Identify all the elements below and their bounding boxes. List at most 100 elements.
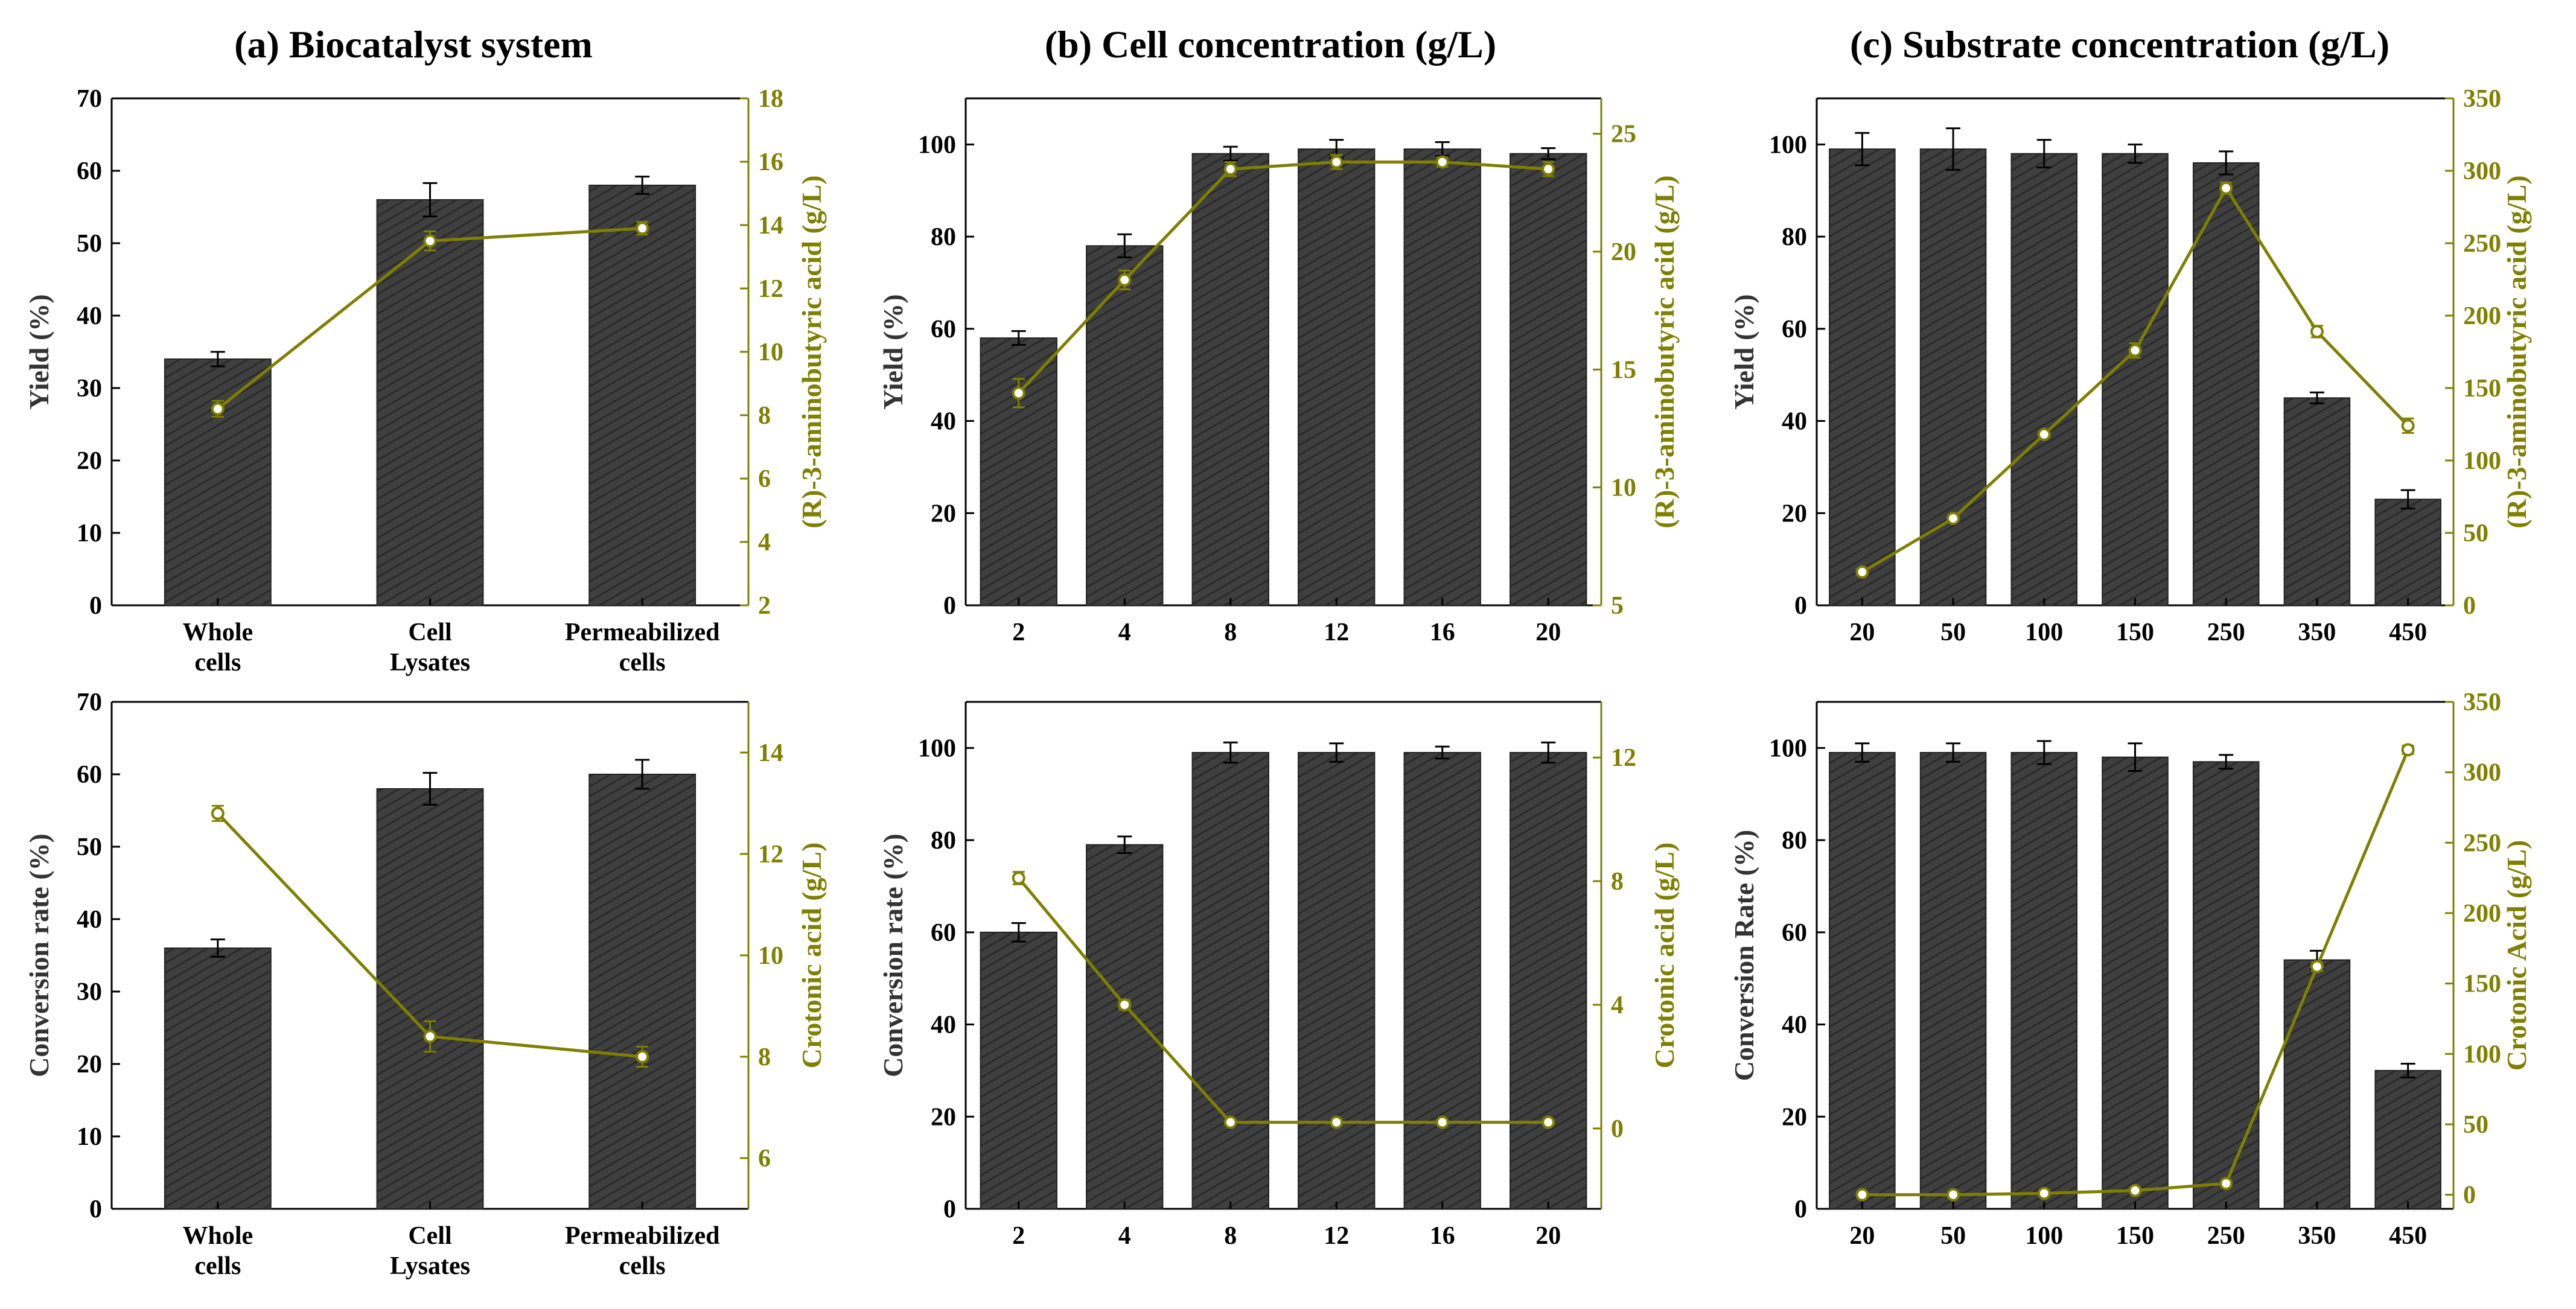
line-point (1855, 565, 1869, 579)
line-point (1946, 1188, 1960, 1202)
category-label: 350 (2298, 619, 2336, 646)
bar (1919, 752, 1987, 1209)
line-point (1118, 998, 1132, 1011)
line-point (1223, 162, 1237, 176)
bar (2102, 756, 2169, 1209)
bar (1191, 153, 1269, 607)
left-tick-label: 60 (77, 761, 102, 789)
left-tick-label: 20 (77, 447, 102, 475)
right-axis-label: Crotonic acid (g/L) (1649, 842, 1680, 1069)
left-tick-label: 20 (77, 1051, 102, 1078)
right-tick-label: 8 (758, 402, 771, 430)
right-tick-label: 18 (758, 85, 783, 113)
category-label: 12 (1324, 1222, 1349, 1250)
left-tick-label: 100 (1769, 131, 1807, 159)
left-tick-label: 60 (1782, 316, 1807, 343)
right-tick-label: 20 (1611, 238, 1636, 266)
bar (164, 358, 272, 606)
chart-b-bottom: 0 20 40 60 80 100 0 4 8 12 Conversion rate (%) Crot… (878, 701, 1680, 1250)
title-panel-c: (c) Substrate concentration (g/L) (1850, 23, 2389, 66)
left-tick-label: 0 (1794, 592, 1807, 620)
line-point (2401, 419, 2415, 433)
left-tick-label: 80 (1782, 827, 1807, 855)
category-label: 150 (2116, 1222, 2154, 1250)
right-axis-label: (R)-3-aminobutyric acid (g/L) (796, 175, 827, 528)
left-tick-label: 0 (89, 1196, 102, 1223)
line-point (2128, 1183, 2142, 1197)
right-tick-label: 2 (758, 592, 771, 620)
bar (1510, 153, 1587, 607)
bar (2192, 761, 2260, 1209)
category-label: 100 (2025, 1222, 2063, 1250)
line-point (2310, 960, 2324, 973)
chart-c-top: 0 20 40 60 80 100 0 50 100 150 200 250 300 350 Yield (… (1729, 85, 2532, 646)
right-tick-label: 150 (2463, 375, 2501, 403)
line-point (2037, 427, 2051, 441)
bar (588, 774, 697, 1209)
category-label: 20 (1849, 1222, 1875, 1250)
bar (1510, 752, 1587, 1209)
line-point (1946, 512, 1960, 525)
left-tick-label: 30 (77, 375, 102, 403)
left-tick-label: 60 (931, 919, 956, 947)
category-label: 250 (2207, 1222, 2245, 1250)
line-point (1541, 1115, 1555, 1129)
line-point (2219, 181, 2233, 195)
right-tick-label: 0 (2463, 592, 2476, 620)
right-tick-label: 50 (2463, 1111, 2488, 1139)
bar (1086, 245, 1164, 606)
chart-b-top: 0 20 40 60 80 100 5 10 15 20 25 Yield (%) (R)-3-amin… (878, 97, 1680, 646)
left-tick-label: 20 (931, 500, 956, 527)
right-tick-label: 100 (2463, 1040, 2501, 1068)
right-tick-label: 12 (1611, 744, 1636, 772)
left-axis-label: Conversion rate (%) (24, 833, 54, 1077)
category-label: Permeabilized (565, 619, 720, 646)
right-tick-label: 25 (1611, 121, 1636, 148)
bar (1829, 752, 1896, 1209)
left-tick-label: 40 (1782, 408, 1807, 436)
category-label: 250 (2207, 619, 2245, 646)
title-panel-a: (a) Biocatalyst system (234, 23, 593, 66)
left-axis-label: Yield (%) (1729, 294, 1759, 409)
right-axis-label: Crotonic acid (g/L) (796, 842, 827, 1069)
bar (1298, 752, 1376, 1209)
left-tick-label: 60 (77, 158, 102, 185)
left-tick-label: 70 (77, 689, 102, 716)
right-tick-label: 350 (2463, 85, 2501, 113)
left-tick-label: 40 (931, 408, 956, 436)
bar (1919, 148, 1987, 606)
left-tick-label: 30 (77, 978, 102, 1006)
right-tick-label: 15 (1611, 356, 1636, 384)
line-point (1223, 1115, 1237, 1129)
left-tick-label: 0 (943, 1196, 956, 1223)
bar (980, 931, 1057, 1210)
line-point (1330, 1115, 1344, 1129)
title-panel-b: (b) Cell concentration (g/L) (1045, 23, 1496, 66)
right-tick-label: 10 (758, 339, 783, 366)
category-label: 50 (1940, 1222, 1966, 1250)
category-label: Cell (408, 1222, 451, 1250)
bar (1086, 844, 1164, 1209)
category-label: 150 (2116, 619, 2154, 646)
bar (1403, 752, 1481, 1209)
right-tick-label: 8 (758, 1043, 771, 1071)
category-label: Whole (182, 619, 253, 646)
left-tick-label: 40 (77, 302, 102, 330)
right-tick-label: 4 (1611, 992, 1624, 1019)
chart-a-top: 0 10 20 30 40 50 60 70 2 4 6 8 10 12 14 16 18 Yield (%) (R… (24, 85, 827, 677)
left-axis-label: Conversion Rate (%) (1729, 830, 1759, 1081)
category-label: Lysates (390, 649, 470, 677)
right-tick-label: 10 (758, 942, 783, 970)
right-tick-label: 0 (1611, 1115, 1624, 1143)
line-point (636, 1050, 649, 1063)
category-label: 100 (2025, 619, 2063, 646)
bar (2102, 153, 2169, 607)
line-point (423, 234, 437, 248)
left-tick-label: 50 (77, 833, 102, 861)
left-tick-label: 0 (89, 592, 102, 620)
left-tick-label: 70 (77, 85, 102, 113)
right-tick-label: 10 (1611, 474, 1636, 502)
line-point (2128, 343, 2142, 357)
right-tick-label: 6 (758, 1145, 771, 1173)
left-tick-label: 10 (77, 520, 102, 547)
